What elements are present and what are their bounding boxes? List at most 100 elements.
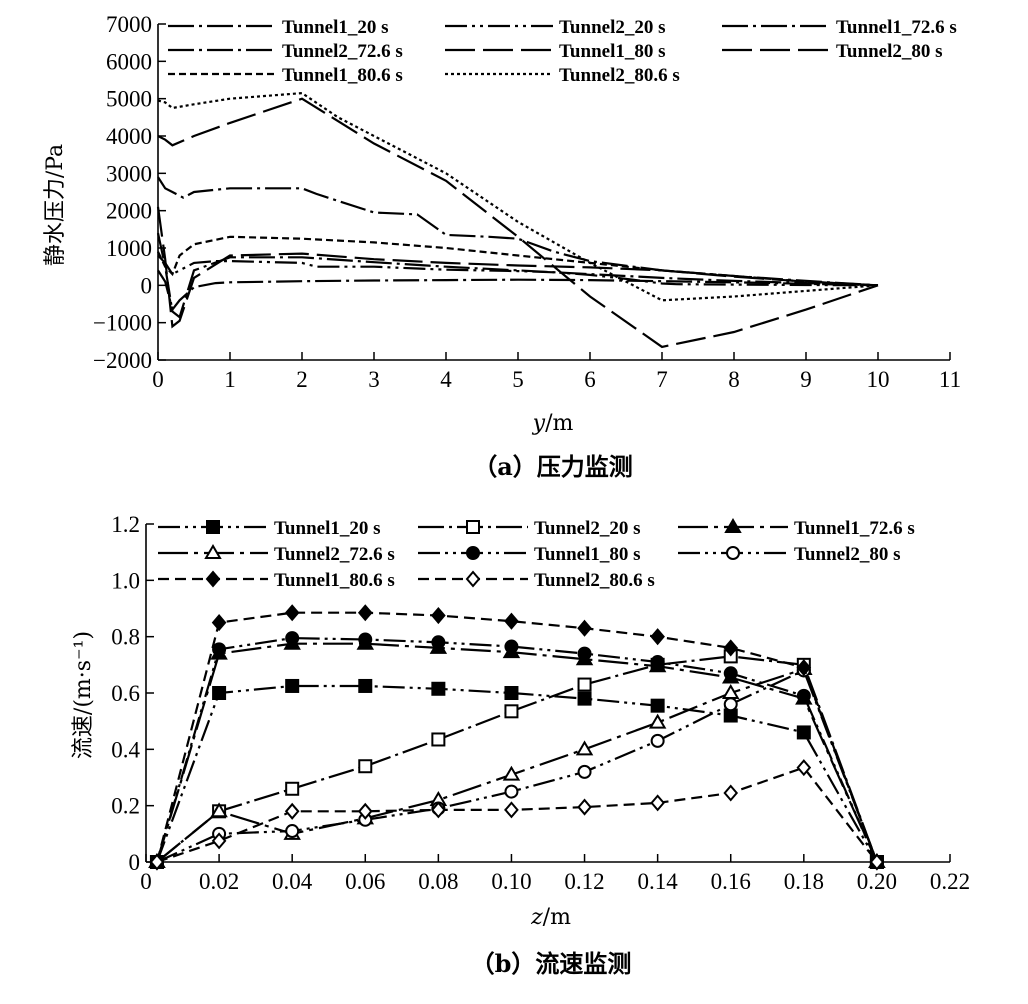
pressure-series-tunnel1-72-6-s [157,176,879,287]
velocity-legend: Tunnel1_20 s Tunnel2_20 s Tunnel1_72.6 s Tu… [158,518,915,591]
pressure-series-line-tunnel1-80-s [156,206,879,329]
velocity-legend-marker [204,544,222,559]
pressure-plot: −2000 −1000 0 1000 2000 3000 4000 5000 6000 7000 0… [93,12,961,392]
velocity-legend-item: Tunnel1_20 s [158,518,381,539]
velocity-data-point [431,801,446,819]
velocity-x-tick-label: 0.14 [638,869,679,894]
pressure-legend-label: Tunnel2_80.6 s [559,65,680,86]
velocity-legend-item: Tunnel2_72.6 s [158,544,395,565]
velocity-data-point [796,659,812,677]
pressure-legend-item: Tunnel2_20 s [445,17,666,38]
velocity-data-point [431,607,446,625]
pressure-x-tick-label: 3 [368,367,380,392]
velocity-data-point [504,784,519,799]
velocity-legend-item: Tunnel2_80.6 s [418,570,655,591]
velocity-y-tick-label: 0.4 [111,737,140,762]
pressure-x-tick-label: 11 [939,367,961,392]
pressure-series-tunnel1-20-s [157,269,879,313]
velocity-data-point [211,832,227,850]
pressure-series-tunnel1-80-s [156,206,879,329]
pressure-chart-panel: 静水压力/Pa y/m （a）压力监测 −2000 −1000 0 1000 2000 3… [43,12,961,481]
pressure-legend-label: Tunnel1_80 s [559,41,666,62]
velocity-x-tick-label: 0.06 [345,869,385,894]
pressure-y-tick-label: 1000 [106,236,152,261]
pressure-y-axis-label: 静水压力/Pa [43,144,68,266]
velocity-legend-label: Tunnel1_80 s [534,544,641,565]
velocity-data-point [431,681,446,696]
pressure-x-tick-label: 4 [440,367,452,392]
pressure-x-tick-label: 10 [867,367,890,392]
velocity-data-point [285,781,300,796]
pressure-series-tunnel2-72-6-s [156,232,879,319]
pressure-legend-label: Tunnel2_20 s [559,17,666,38]
pressure-series-line-tunnel2-80-6-s [157,91,879,302]
velocity-legend-label: Tunnel2_20 s [534,518,641,539]
velocity-data-point [650,628,665,646]
pressure-legend-label: Tunnel2_72.6 s [282,41,403,62]
velocity-data-point [285,824,300,839]
pressure-y-tick-label: −2000 [93,348,152,373]
velocity-data-point [577,646,592,661]
velocity-data-point [577,798,592,816]
velocity-y-tick-label: 0.6 [111,681,140,706]
velocity-data-point [502,765,521,781]
pressure-x-tick-label: 2 [296,367,308,392]
velocity-legend-marker [466,520,480,534]
velocity-x-tick-label: 0.12 [564,869,604,894]
pressure-series-line-tunnel1-20-s [157,269,879,313]
velocity-legend-marker [726,546,740,560]
velocity-data-point [431,635,446,650]
velocity-series-tunnel2-20-s [149,649,884,869]
pressure-x-axis-label: y/m [532,411,574,436]
pressure-caption: （a）压力监测 [473,452,633,481]
velocity-data-point [212,642,227,657]
pressure-legend-label: Tunnel1_72.6 s [836,17,957,38]
velocity-series-line-tunnel1-72-6-s [155,642,878,863]
pressure-x-tick-label: 7 [656,367,668,392]
pressure-y-tick-label: 0 [141,273,153,298]
velocity-data-point [357,802,373,820]
velocity-y-tick-label: 0.8 [111,625,140,650]
velocity-data-point [358,632,373,647]
velocity-data-point [431,732,446,747]
velocity-data-point [211,614,227,632]
velocity-legend-marker [465,570,481,588]
pressure-legend-label: Tunnel2_80 s [836,41,943,62]
velocity-legend-label: Tunnel2_80 s [794,544,901,565]
velocity-data-point [284,802,300,820]
velocity-data-point [284,604,300,622]
velocity-y-tick-label: 1.2 [111,512,140,537]
pressure-y-tick-label: 2000 [106,199,152,224]
velocity-data-point [504,686,519,700]
pressure-series-tunnel2-20-s [157,254,879,287]
velocity-series-line-tunnel2-80-6-s [156,766,878,864]
velocity-series-line-tunnel1-80-s [155,636,878,863]
velocity-series-line-tunnel1-20-s [155,684,878,863]
velocity-x-tick-label: 0.22 [930,869,970,894]
velocity-data-point [357,604,373,622]
velocity-legend-marker [206,520,220,534]
velocity-x-tick-label: 0.18 [784,869,824,894]
velocity-y-tick-label: 0 [129,850,141,875]
pressure-x-tick-label: 0 [152,367,164,392]
velocity-data-point [210,802,228,818]
velocity-data-point [577,619,592,637]
pressure-series-line-tunnel2-72-6-s [156,232,879,319]
velocity-legend-label: Tunnel1_72.6 s [794,518,915,539]
velocity-x-tick-label: 0 [140,869,152,894]
velocity-data-point [358,759,373,774]
pressure-x-tick-label: 1 [224,367,236,392]
pressure-series-tunnel2-80-6-s [157,91,879,302]
velocity-legend-marker [205,570,221,588]
velocity-data-point [723,639,739,657]
velocity-data-point [285,631,300,646]
pressure-legend-item: Tunnel1_20 s [168,17,389,38]
velocity-series-tunnel1-72-6-s [148,634,886,868]
pressure-legend-item: Tunnel1_80 s [445,41,666,62]
velocity-legend-label: Tunnel2_80.6 s [534,570,655,591]
velocity-data-point [796,688,811,703]
velocity-data-point [796,725,811,740]
pressure-y-tick-label: 3000 [106,161,152,186]
velocity-legend-label: Tunnel2_72.6 s [274,544,395,565]
